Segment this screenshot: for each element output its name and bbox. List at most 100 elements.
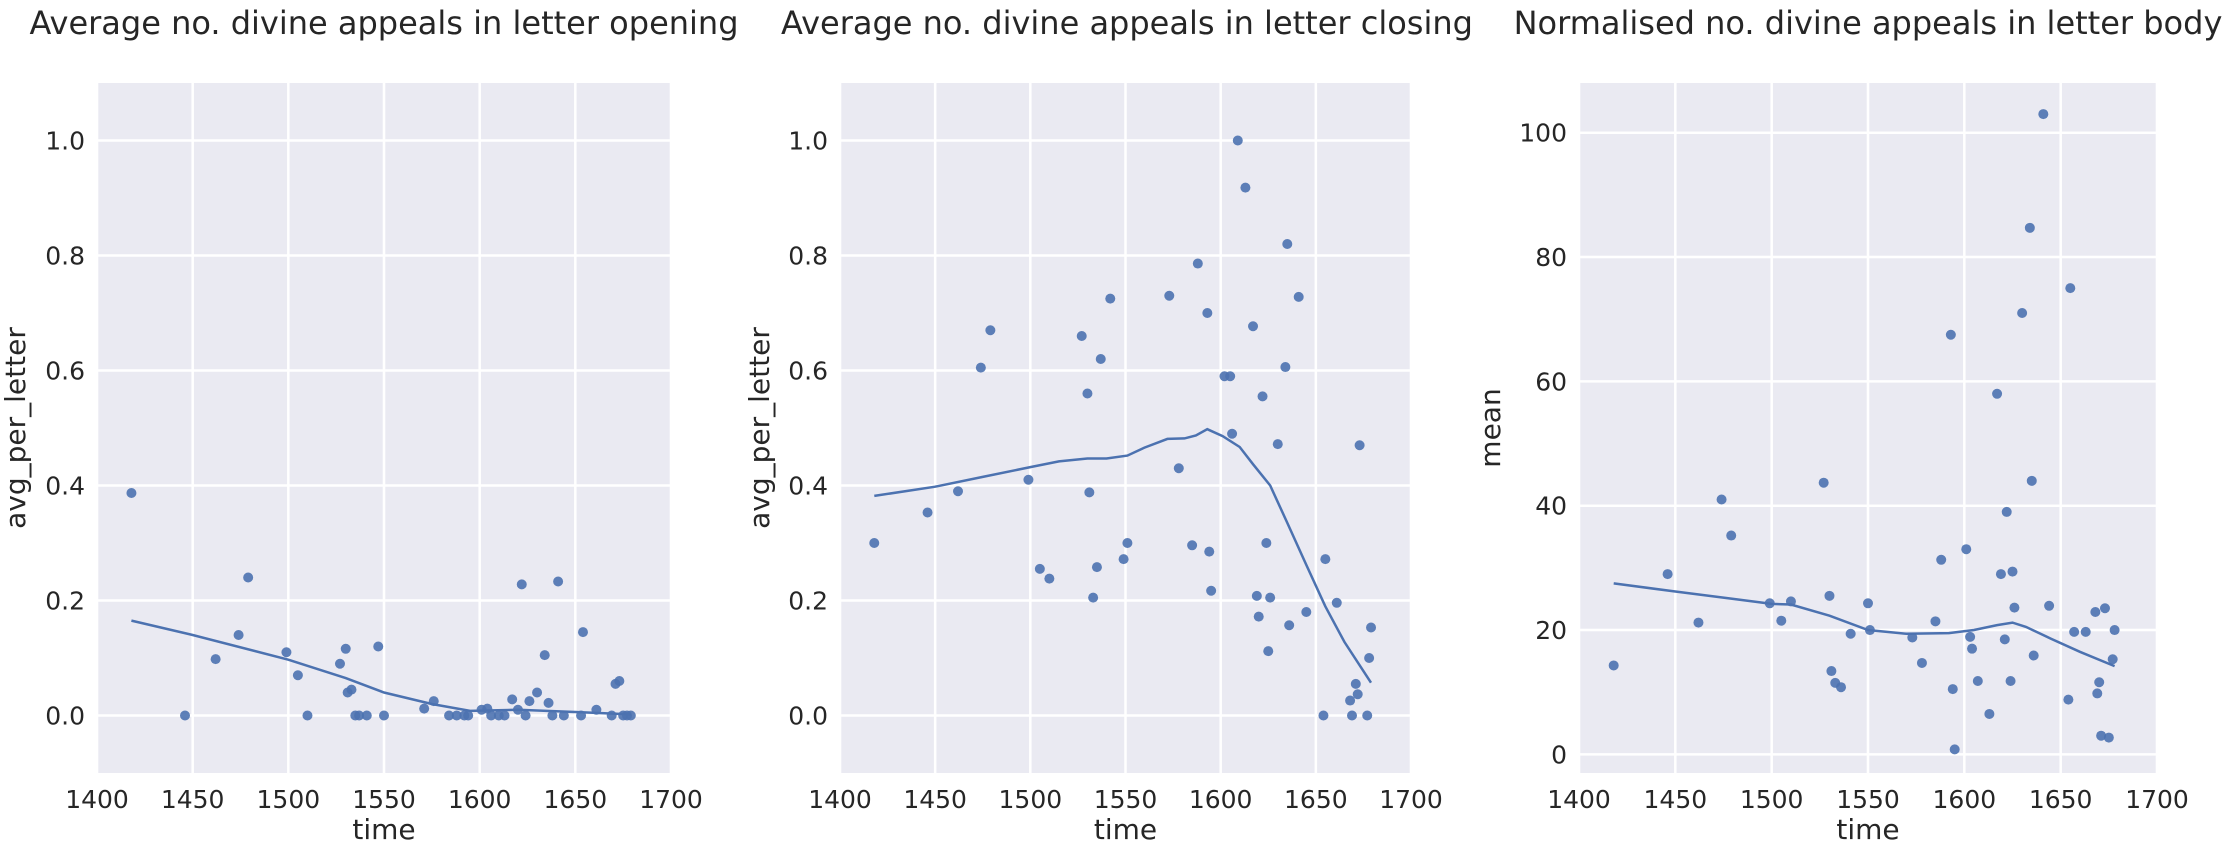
- data-point: [1845, 628, 1856, 639]
- data-point: [2092, 688, 2103, 699]
- y-tick-label: 80: [1535, 243, 1567, 272]
- data-point: [516, 579, 527, 590]
- data-point: [1364, 653, 1375, 663]
- data-point: [1366, 622, 1377, 633]
- y-tick-label: 1.0: [45, 127, 85, 156]
- data-point: [340, 643, 351, 654]
- y-tick-label: 0.6: [45, 357, 85, 386]
- x-tick-label: 1600: [448, 785, 512, 814]
- trend-line: [874, 427, 1373, 684]
- data-point: [1253, 611, 1264, 622]
- data-point: [354, 710, 365, 721]
- data-point: [1972, 676, 1983, 686]
- data-point: [614, 676, 625, 686]
- x-tick-label: 1650: [1284, 785, 1348, 814]
- data-point: [373, 641, 384, 652]
- data-point: [553, 576, 564, 587]
- x-tick-label: 1400: [808, 785, 872, 814]
- x-tick-label: 1500: [257, 785, 321, 814]
- data-point: [486, 710, 497, 721]
- data-point: [1362, 710, 1373, 721]
- data-point: [1716, 494, 1727, 505]
- data-point: [539, 650, 550, 661]
- data-point: [2096, 730, 2107, 741]
- data-point: [444, 710, 455, 721]
- data-point: [1350, 678, 1361, 689]
- x-tick-label: 1450: [161, 785, 225, 814]
- data-point: [346, 684, 357, 695]
- data-point: [532, 687, 543, 698]
- data-point: [1187, 540, 1198, 551]
- y-tick-label: 0.2: [788, 587, 828, 616]
- data-point: [126, 487, 137, 498]
- data-point: [1251, 590, 1262, 601]
- data-point: [1225, 371, 1236, 382]
- data-point: [1961, 544, 1972, 555]
- data-point: [1202, 308, 1213, 318]
- data-point: [1965, 631, 1976, 642]
- data-point: [1091, 562, 1102, 573]
- data-point: [577, 627, 588, 638]
- data-point: [361, 710, 372, 721]
- data-point: [2044, 600, 2055, 611]
- data-point: [2099, 603, 2110, 614]
- data-point: [499, 710, 510, 721]
- data-point: [2005, 676, 2016, 686]
- data-point: [334, 658, 345, 669]
- data-point: [1284, 620, 1295, 631]
- data-point: [2017, 308, 2028, 318]
- data-point: [281, 647, 292, 658]
- y-tick-label: 0.0: [45, 702, 85, 731]
- data-point: [428, 696, 439, 707]
- data-point: [1945, 329, 1956, 340]
- data-point: [953, 486, 964, 497]
- x-axis-label: time: [1836, 813, 1899, 846]
- y-tick-label: 0.4: [788, 472, 828, 501]
- y-tick-label: 20: [1535, 616, 1567, 645]
- data-point: [1272, 439, 1283, 450]
- data-point: [1999, 634, 2010, 645]
- data-point: [1346, 710, 1357, 721]
- y-axis-label: avg_per_letter: [743, 327, 776, 529]
- y-tick-label: 40: [1535, 492, 1567, 521]
- data-point: [379, 710, 389, 721]
- x-tick-label: 1600: [1189, 785, 1253, 814]
- x-tick-label: 1500: [1740, 785, 1804, 814]
- data-point: [1282, 239, 1293, 249]
- data-point: [1764, 598, 1775, 609]
- x-tick-label: 1450: [903, 785, 967, 814]
- chart-divine-appeals-opening: 1400 1450 1500 1550 1600 1650 1700 0.0 0.2 0.4 0.6…: [0, 4, 739, 846]
- data-point: [2107, 654, 2118, 665]
- data-point: [2069, 626, 2080, 637]
- y-tick-label: 0.2: [45, 587, 85, 616]
- data-point: [1995, 569, 2006, 580]
- data-point: [1263, 646, 1274, 657]
- x-axis-label: time: [352, 813, 415, 846]
- data-point: [1947, 684, 1958, 695]
- y-tick-label: 0.6: [788, 357, 828, 386]
- trend-line: [131, 619, 631, 716]
- data-point: [180, 710, 191, 721]
- data-point: [1726, 530, 1737, 541]
- chart-divine-appeals-body: 1400 1450 1500 1550 1600 1650 1700 0 20 40 60 80 100…: [1474, 4, 2222, 846]
- data-point: [1095, 354, 1106, 364]
- data-point: [1693, 617, 1704, 628]
- data-point: [1318, 710, 1329, 721]
- x-tick-label: 1450: [1644, 785, 1708, 814]
- data-point: [1949, 744, 1960, 755]
- data-point: [419, 703, 430, 714]
- data-point: [1776, 615, 1787, 626]
- data-point: [1044, 573, 1055, 584]
- x-tick-label: 1400: [65, 785, 129, 814]
- data-point: [1257, 391, 1268, 402]
- data-point: [1818, 477, 1829, 488]
- chart-title: Normalised no. divine appeals in letter …: [1514, 4, 2223, 42]
- data-point: [1785, 596, 1796, 607]
- data-point: [1248, 321, 1259, 332]
- y-tick-label: 0.0: [788, 702, 828, 731]
- x-tick-label: 1700: [2125, 785, 2189, 814]
- data-point: [1936, 554, 1947, 565]
- data-point: [520, 710, 531, 721]
- data-point: [2063, 694, 2074, 705]
